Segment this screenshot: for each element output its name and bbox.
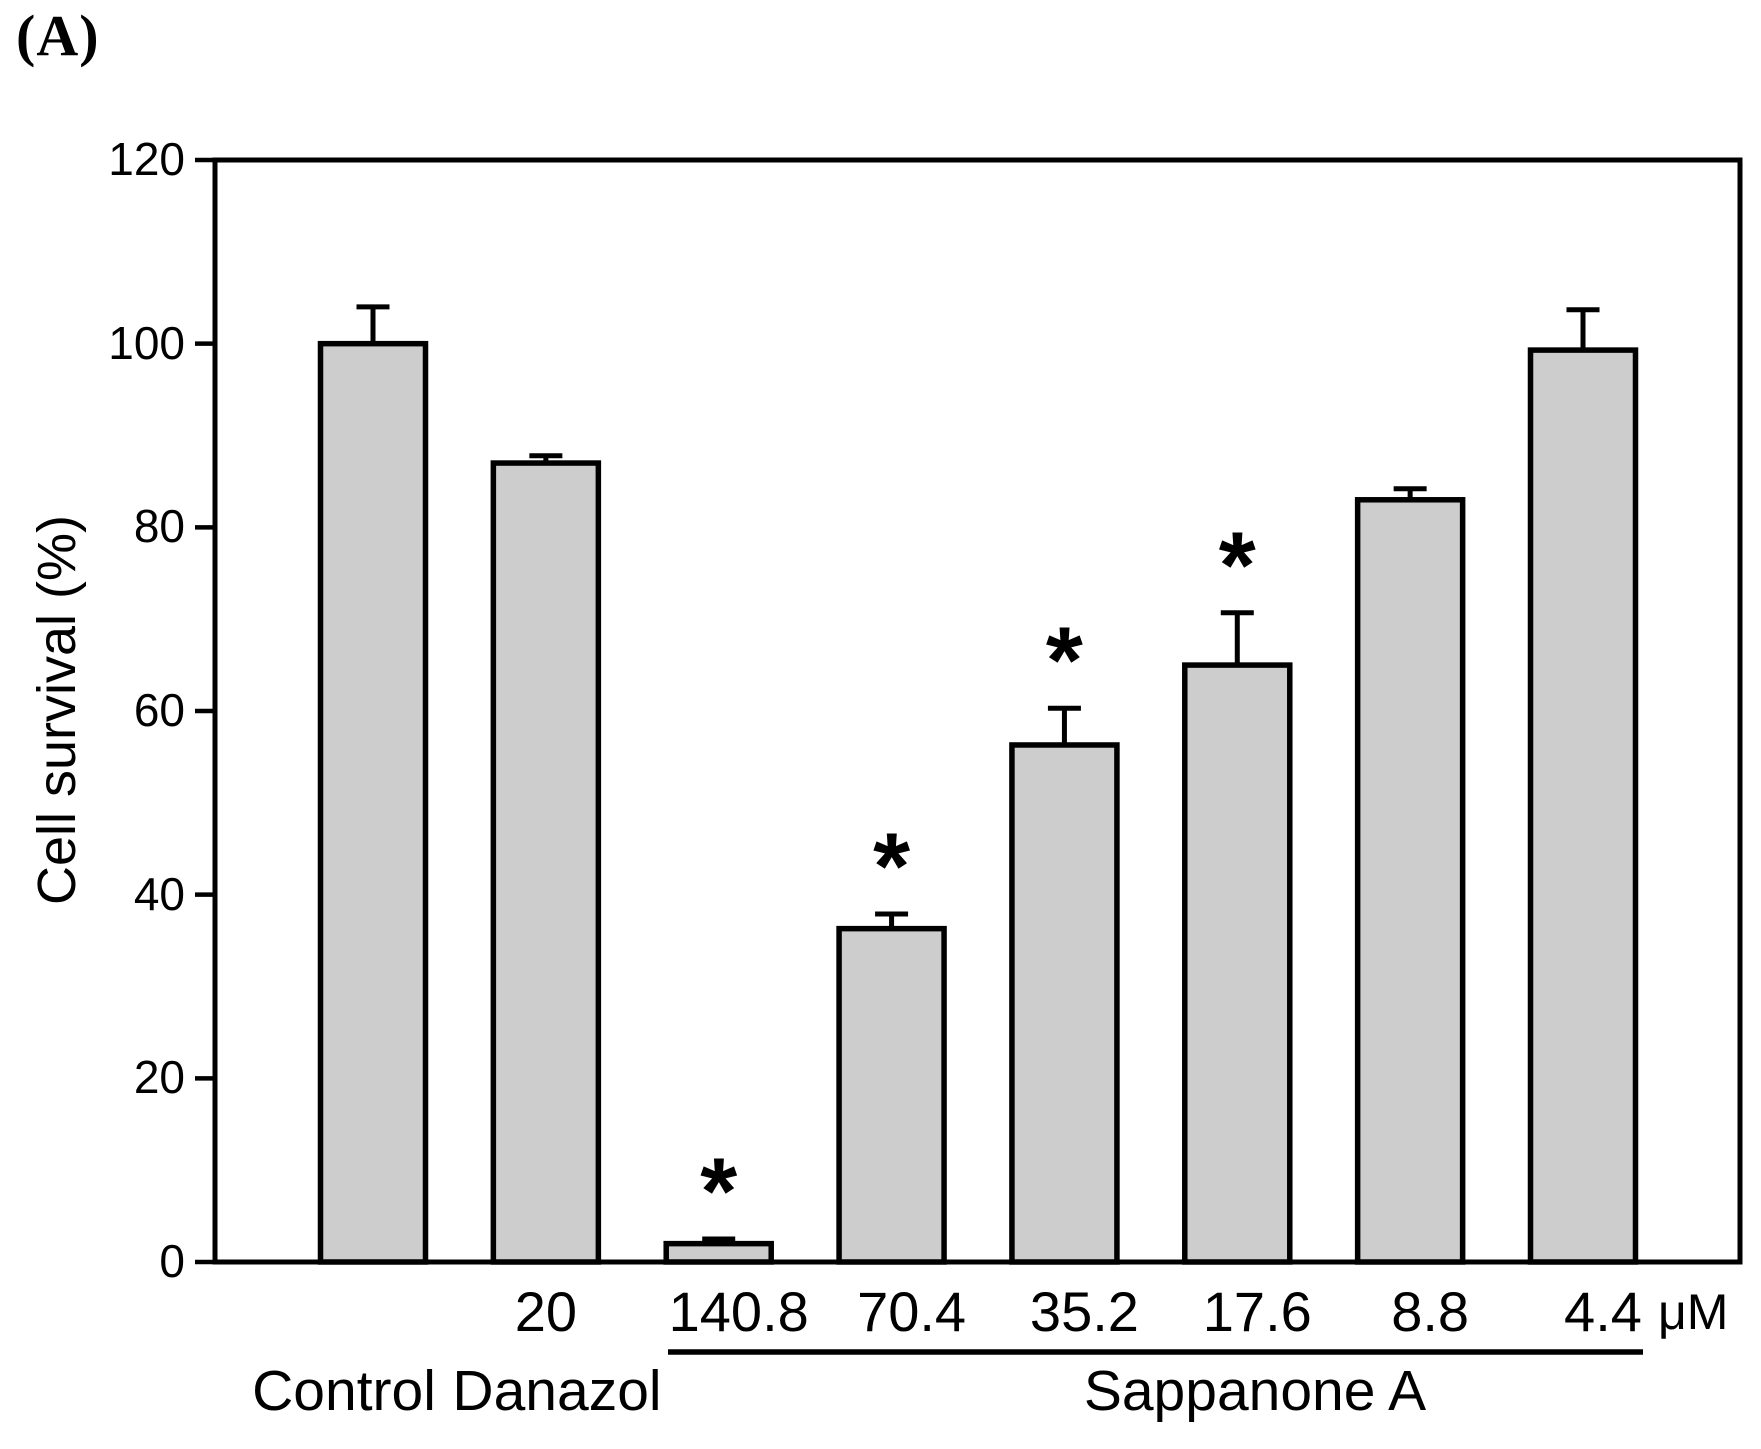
bar-danazol-20	[490, 460, 602, 1265]
y-tick-label-0: 0	[159, 1235, 185, 1288]
y-tick-label-60: 60	[133, 684, 185, 737]
x-tick-label-sappanone-a-70.4: 70.4	[857, 1280, 967, 1343]
group-label-control: Control	[252, 1359, 436, 1423]
x-tick-label-sappanone-a-17.6: 17.6	[1202, 1280, 1312, 1343]
unit-label: μM	[1658, 1284, 1729, 1340]
x-tick-label-sappanone-a-8.8: 8.8	[1391, 1280, 1470, 1343]
significance-asterisk-sappanone-a-17.6: *	[1218, 512, 1256, 619]
bar-sappanone-a-70.4	[836, 925, 947, 1265]
group-label-sappanone-a: Sappanone A	[1083, 1359, 1427, 1423]
y-tick-label-20: 20	[133, 1051, 185, 1104]
bar-control	[317, 340, 429, 1265]
plot-frame	[212, 157, 1743, 1265]
significance-asterisk-sappanone-a-140.8: *	[700, 1138, 738, 1245]
significance-asterisk-sappanone-a-70.4: *	[873, 813, 911, 920]
y-tick-label-80: 80	[133, 500, 185, 553]
bar-sappanone-a-4.4	[1527, 347, 1639, 1265]
group-label-danazol: Danazol	[452, 1359, 662, 1423]
y-tick-label-40: 40	[133, 867, 185, 920]
panel-label: (A)	[16, 3, 100, 68]
y-tick-label-120: 120	[108, 133, 185, 186]
bar-sappanone-a-35.2	[1009, 742, 1120, 1265]
bar-sappanone-a-17.6	[1182, 662, 1293, 1265]
x-tick-label-sappanone-a-140.8: 140.8	[668, 1280, 809, 1343]
significance-asterisk-sappanone-a-35.2: *	[1045, 607, 1083, 714]
x-tick-label-sappanone-a-35.2: 35.2	[1029, 1280, 1139, 1343]
bar-sappanone-a-8.8	[1354, 497, 1466, 1265]
y-tick-label-100: 100	[108, 316, 185, 369]
x-tick-label-danazol-20: 20	[514, 1280, 577, 1343]
bar-sappanone-a-140.8	[663, 1240, 774, 1265]
x-tick-label-sappanone-a-4.4: 4.4	[1564, 1280, 1642, 1343]
y-axis-title: Cell survival (%)	[26, 514, 87, 906]
